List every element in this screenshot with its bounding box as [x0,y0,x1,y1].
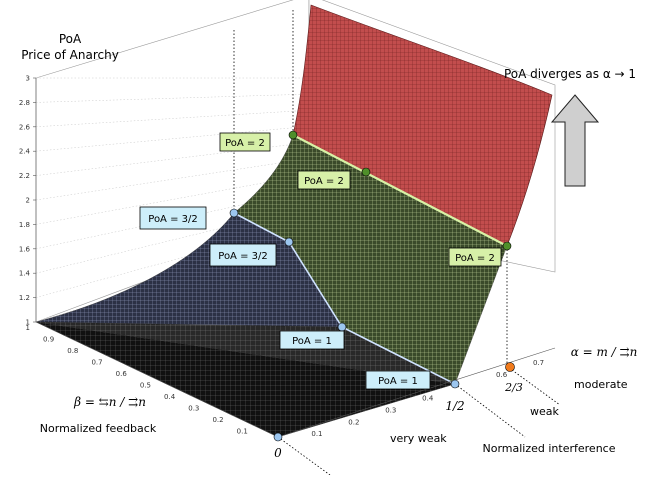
beta-label: β = ⇆n / ⇉n [73,395,146,409]
beta-caption: Normalized feedback [40,422,157,435]
point-blue-2 [284,237,294,247]
point-origin [273,432,283,442]
z-tick-label: 1.8 [19,221,30,229]
beta-tick-label: 0.5 [140,382,151,390]
z-tick-label: 2 [26,197,30,205]
surface-red-region [292,4,553,247]
beta-ticks: 0.1 0.2 0.3 0.4 0.5 0.6 0.7 0.8 0.9 1 [26,324,248,436]
callout-poa2-a: PoA = 2 [219,132,271,152]
z-tick-label: 2.8 [19,99,30,107]
beta-tick-label: 0.8 [67,347,78,355]
diverge-note: PoA diverges as α → 1 [504,67,636,81]
svg-text:PoA = 3/2: PoA = 3/2 [148,214,197,225]
z-tick-label: 1 [26,319,30,327]
alpha-ticks: 0.1 0.2 0.3 0.4 0.6 0.7 [311,359,544,438]
beta-tick-label: 0.9 [43,336,54,344]
z-tick-label: 2.6 [19,123,31,131]
half-label: 1/2 [445,399,464,413]
alpha-tick-label: 0.1 [311,430,322,438]
beta-tick-label: 1 [26,324,30,332]
callout-poa2-c: PoA = 2 [448,247,502,267]
guide-lines [233,10,561,476]
beta-tick-label: 0.2 [212,416,223,424]
z-tick-label: 1.2 [19,294,30,302]
svg-text:PoA = 3/2: PoA = 3/2 [218,251,267,262]
z-tick-label: 3 [26,75,30,83]
diverge-arrow [550,94,600,187]
svg-text:PoA = 1: PoA = 1 [292,336,332,347]
z-tick-label: 1.4 [19,270,31,278]
alpha-tick-label: 0.2 [348,418,359,426]
z-tick-label: 2.4 [19,148,31,156]
svg-text:PoA = 1: PoA = 1 [378,376,418,387]
svg-text:PoA = 2: PoA = 2 [455,253,495,264]
callout-poa1-a: PoA = 1 [279,330,345,350]
z-tick-label: 1.6 [19,245,31,253]
beta-tick-label: 0.6 [116,370,128,378]
region-weak: weak [530,405,560,418]
alpha-tick-label: 0.6 [496,371,508,379]
poa-edge-line [233,212,456,385]
beta-tick-label: 0.4 [164,393,176,401]
alpha-tick-label: 0.4 [422,395,434,403]
callout-poa32-b: PoA = 3/2 [209,243,277,267]
poa-surface [35,4,553,438]
alpha-tick-label: 0.7 [533,359,544,367]
point-blue-1 [229,208,239,218]
svg-text:PoA = 2: PoA = 2 [225,138,265,149]
z-label-line2: Price of Anarchy [21,48,119,62]
alpha-tick-label: 0.3 [385,406,396,414]
point-green-2 [361,167,371,177]
two-thirds-label: 2/3 [504,381,523,394]
point-green-1 [288,130,298,140]
zero-label: 0 [274,446,282,460]
alpha-label: α = m / ⇉n [571,345,638,359]
poa2-boundary [292,134,508,247]
point-blue-3 [337,322,347,332]
z-axis: 1 1.2 1.4 1.6 1.8 2 2.2 2.4 2.6 2.8 3 [19,75,37,327]
alpha-caption: Normalized interference [483,442,616,455]
region-moderate: moderate [574,378,628,391]
beta-tick-label: 0.7 [91,359,102,367]
surface-left-front [36,322,455,384]
z-tick-label: 2.2 [19,172,30,180]
beta-tick-label: 0.1 [237,428,248,436]
point-orange [505,362,515,372]
region-very-weak: very weak [390,432,447,445]
key-points [229,130,515,442]
svg-text:PoA = 2: PoA = 2 [304,176,344,187]
callout-poa2-b: PoA = 2 [297,170,351,190]
beta-tick-label: 0.3 [188,405,199,413]
callout-poa1-b: PoA = 1 [365,370,431,390]
callout-poa32-a: PoA = 3/2 [139,206,207,230]
z-label-line1: PoA [59,32,82,46]
point-blue-4 [450,379,460,389]
point-green-3 [502,241,512,251]
